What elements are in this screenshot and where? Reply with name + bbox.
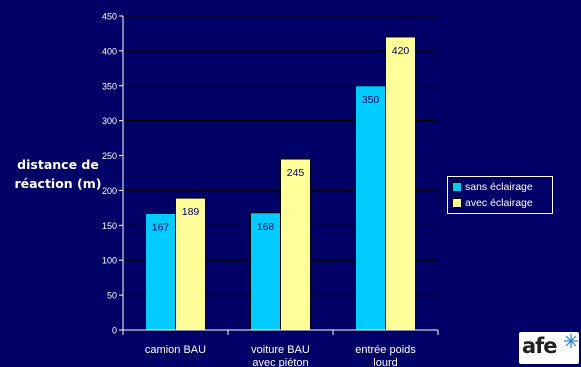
legend: sans éclairage avec éclairage [447, 176, 553, 214]
y-tick-label-0: 0 [112, 326, 117, 336]
bar-avec-1 [280, 158, 311, 331]
bar-sans-2 [355, 85, 386, 331]
data-label-sans-1: 168 [257, 221, 275, 233]
y-axis-label-line-1: distance de [17, 157, 99, 172]
y-axis-label: distance de réaction (m) [8, 155, 108, 193]
y-tick-label-400: 400 [102, 46, 117, 56]
y-tick-label-150: 150 [102, 221, 117, 231]
afe-logo: afe [519, 332, 579, 364]
y-tick-label-50: 50 [107, 291, 117, 301]
x-category-label-2-line-0: entrée poids [355, 344, 416, 356]
y-tick-label-250: 250 [102, 151, 117, 161]
legend-entry-avec-eclairage: avec éclairage [452, 196, 533, 210]
legend-label-avec-eclairage: avec éclairage [465, 197, 533, 209]
afe-logo-star-icon [564, 334, 578, 348]
x-category-label-1-line-1: avec piéton [252, 357, 308, 367]
y-tick-label-200: 200 [102, 186, 117, 196]
data-label-avec-2: 420 [392, 45, 410, 57]
y-tick-label-350: 350 [102, 81, 117, 91]
bar-avec-0 [175, 197, 206, 331]
y-tick-label-100: 100 [102, 256, 117, 266]
legend-swatch-avec-eclairage [452, 198, 462, 208]
legend-label-sans-eclairage: sans éclairage [465, 181, 533, 193]
data-label-sans-2: 350 [362, 94, 380, 106]
data-label-sans-0: 167 [152, 221, 170, 233]
legend-swatch-sans-eclairage [452, 182, 462, 192]
x-category-label-2-line-1: lourd [373, 357, 397, 367]
afe-logo-text: afe [522, 334, 558, 358]
data-label-avec-0: 189 [182, 206, 200, 218]
data-label-avec-1: 245 [287, 167, 305, 179]
x-category-label-1-line-0: voiture BAU [251, 344, 310, 356]
legend-entry-sans-eclairage: sans éclairage [452, 180, 533, 194]
y-tick-label-300: 300 [102, 116, 117, 126]
bar-avec-2 [385, 36, 416, 331]
y-tick-label-450: 450 [102, 12, 117, 22]
x-category-label-0-line-0: camion BAU [145, 344, 206, 356]
y-axis-label-line-2: réaction (m) [14, 176, 102, 191]
